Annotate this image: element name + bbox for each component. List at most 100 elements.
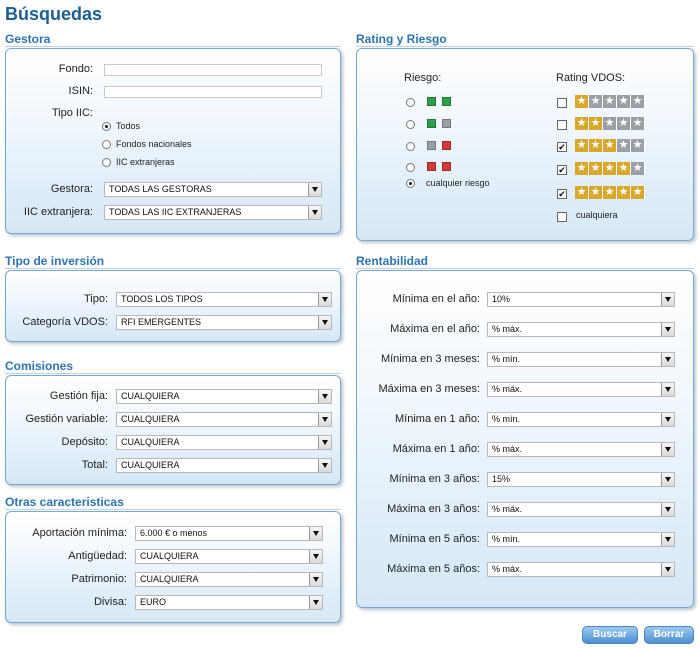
minima-3-meses-select[interactable]: % mín. [487, 352, 675, 367]
maxima-anio-select-value: % máx. [492, 324, 523, 334]
chevron-down-icon[interactable] [318, 316, 331, 329]
section-divider [5, 373, 341, 374]
radio-riesgo-1[interactable] [406, 98, 415, 107]
divisa-label: Divisa: [93, 596, 127, 608]
chevron-down-icon[interactable] [309, 596, 322, 609]
chevron-down-icon[interactable] [308, 206, 321, 219]
chevron-down-icon[interactable] [661, 383, 674, 396]
patrimonio-select[interactable]: CUALQUIERA [135, 572, 323, 587]
radio-riesgo-4[interactable] [406, 163, 415, 172]
aportacion-minima-select[interactable]: 6.000 € o menos [135, 526, 323, 541]
chevron-down-icon[interactable] [318, 390, 331, 403]
chevron-down-icon[interactable] [309, 527, 322, 540]
checkbox-vdos-1[interactable] [557, 98, 567, 108]
radio-label-fondos-nacionales: Fondos nacionales [116, 139, 192, 149]
chevron-down-icon[interactable] [661, 413, 674, 426]
otras-panel: Aportación mínima: 6.000 € o menos Antig… [5, 511, 341, 623]
chevron-down-icon[interactable] [309, 550, 322, 563]
maxima-5-anios-select[interactable]: % máx. [487, 562, 675, 577]
minima-5-anios-select-value: % mín. [492, 534, 521, 544]
gestion-variable-select-value: CUALQUIERA [121, 414, 180, 424]
checkbox-vdos-4[interactable]: ✔ [557, 165, 567, 175]
chevron-down-icon[interactable] [661, 563, 674, 576]
minima-3-anios-select-value: 15% [492, 474, 511, 484]
chevron-down-icon[interactable] [309, 573, 322, 586]
chevron-down-icon[interactable] [318, 459, 331, 472]
radio-tipo-iic-todos[interactable] [102, 122, 111, 131]
chevron-down-icon[interactable] [318, 436, 331, 449]
section-title-rating: Rating y Riesgo [356, 32, 447, 46]
chevron-down-icon[interactable] [661, 323, 674, 336]
tipo-select-value: TODOS LOS TIPOS [121, 294, 203, 304]
total-select-value: CUALQUIERA [121, 460, 180, 470]
search-button[interactable]: Buscar [582, 626, 638, 644]
tipo-inversion-panel: Tipo: TODOS LOS TIPOS Categoría VDOS: RF… [5, 270, 341, 342]
section-divider [356, 46, 694, 47]
fondo-label: Fondo: [58, 63, 93, 75]
aportacion-minima-select-value: 6.000 € o menos [140, 528, 208, 538]
checkbox-vdos-3[interactable]: ✔ [557, 142, 567, 152]
chevron-down-icon[interactable] [308, 183, 321, 196]
radio-riesgo-2[interactable] [406, 120, 415, 129]
categoria-vdos-select[interactable]: RFI EMERGENTES [116, 315, 332, 330]
minima-1-anio-label: Mínima en 1 año: [395, 413, 480, 425]
chevron-down-icon[interactable] [661, 473, 674, 486]
maxima-3-meses-select[interactable]: % máx. [487, 382, 675, 397]
isin-input[interactable] [104, 86, 322, 98]
iic-extranjera-select[interactable]: TODAS LAS IIC EXTRANJERAS [104, 205, 322, 220]
checkbox-vdos-cualquiera[interactable] [557, 212, 567, 222]
radio-tipo-iic-fondos-nacionales[interactable] [102, 140, 111, 149]
gestora-select[interactable]: TODAS LAS GESTORAS [104, 182, 322, 197]
total-select[interactable]: CUALQUIERA [116, 458, 332, 473]
maxima-anio-select[interactable]: % máx. [487, 322, 675, 337]
deposito-select[interactable]: CUALQUIERA [116, 435, 332, 450]
radio-riesgo-cualquier[interactable] [406, 179, 415, 188]
checkbox-vdos-2[interactable] [557, 120, 567, 130]
star-icon: ★ [589, 162, 603, 175]
star-rating-1: ★ ★ ★ ★ ★ [575, 95, 645, 108]
star-icon: ★ [631, 186, 645, 199]
star-icon: ★ [603, 95, 617, 108]
gestion-variable-label: Gestión variable: [25, 413, 108, 425]
star-icon: ★ [617, 162, 631, 175]
checkbox-vdos-5[interactable]: ✔ [557, 189, 567, 199]
chevron-down-icon[interactable] [661, 353, 674, 366]
gestion-fija-select[interactable]: CUALQUIERA [116, 389, 332, 404]
gestora-select-value: TODAS LAS GESTORAS [109, 184, 212, 194]
chevron-down-icon[interactable] [661, 443, 674, 456]
fondo-input[interactable] [104, 64, 322, 76]
radio-tipo-iic-extranjeras[interactable] [102, 158, 111, 167]
chevron-down-icon[interactable] [661, 503, 674, 516]
minima-anio-label: Mínima en el año: [392, 293, 480, 305]
tipo-select[interactable]: TODOS LOS TIPOS [116, 292, 332, 307]
minima-5-anios-select[interactable]: % mín. [487, 532, 675, 547]
chevron-down-icon[interactable] [318, 413, 331, 426]
maxima-3-anios-label: Máxima en 3 años: [387, 503, 480, 515]
chevron-down-icon[interactable] [661, 293, 674, 306]
risk-level-square [427, 97, 436, 106]
patrimonio-label: Patrimonio: [71, 573, 127, 585]
divisa-select[interactable]: EURO [135, 595, 323, 610]
gestion-variable-select[interactable]: CUALQUIERA [116, 412, 332, 427]
risk-level-square [442, 97, 451, 106]
chevron-down-icon[interactable] [318, 293, 331, 306]
section-title-comisiones: Comisiones [5, 359, 74, 373]
maxima-3-anios-select[interactable]: % máx. [487, 502, 675, 517]
maxima-1-anio-select[interactable]: % máx. [487, 442, 675, 457]
star-icon: ★ [589, 139, 603, 152]
deposito-select-value: CUALQUIERA [121, 437, 180, 447]
star-rating-3: ★ ★ ★ ★ ★ [575, 139, 645, 152]
minima-1-anio-select[interactable]: % mín. [487, 412, 675, 427]
antiguedad-select[interactable]: CUALQUIERA [135, 549, 323, 564]
reset-button[interactable]: Borrar [644, 626, 694, 644]
star-icon: ★ [617, 95, 631, 108]
minima-1-anio-select-value: % mín. [492, 414, 521, 424]
minima-anio-select[interactable]: 10% [487, 292, 675, 307]
radio-riesgo-3[interactable] [406, 142, 415, 151]
comisiones-panel: Gestión fija: CUALQUIERA Gestión variabl… [5, 375, 341, 485]
star-icon: ★ [603, 117, 617, 130]
star-rating-4: ★ ★ ★ ★ ★ [575, 162, 645, 175]
chevron-down-icon[interactable] [661, 533, 674, 546]
minima-3-anios-select[interactable]: 15% [487, 472, 675, 487]
gestora-select-label: Gestora: [50, 183, 93, 195]
